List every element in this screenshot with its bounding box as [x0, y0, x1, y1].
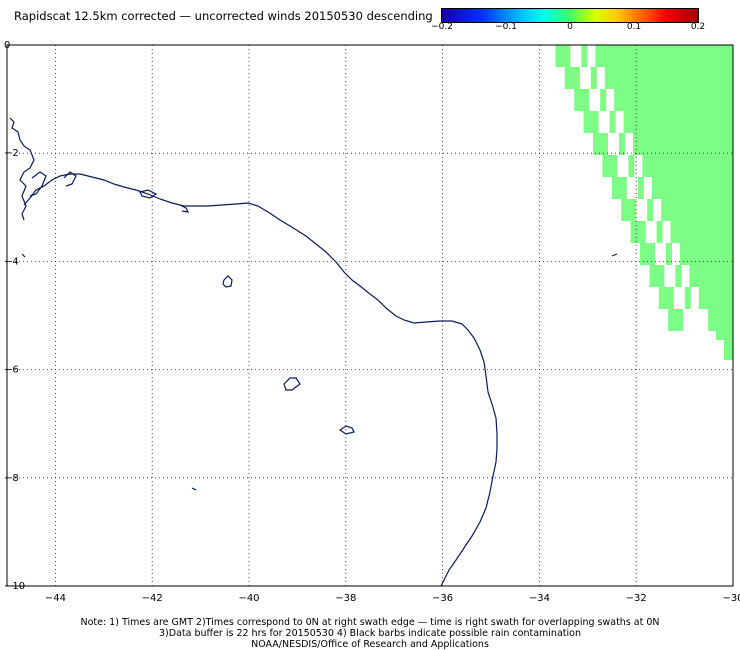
- island-a: [222, 275, 233, 288]
- coastline-north-a: [9, 117, 35, 221]
- colorbar-tick-label: 0.2: [690, 22, 706, 32]
- map-frame: [6, 44, 734, 587]
- colorbar-tick-label: −0.2: [431, 22, 453, 32]
- y-tick-label: −10: [4, 581, 25, 592]
- coastline-main: [23, 173, 498, 587]
- map-title: Rapidscat 12.5km corrected — uncorrected…: [14, 9, 433, 23]
- x-tick-label: −32: [626, 593, 647, 604]
- y-tick-label: −2: [4, 148, 19, 159]
- x-tick-label: −40: [238, 593, 259, 604]
- island-b: [283, 377, 301, 391]
- y-tick-label: −6: [4, 365, 19, 376]
- swath-band-main: [586, 45, 733, 353]
- colorbar-tick-label: 0: [567, 22, 573, 32]
- coastline-north-c: [63, 171, 77, 187]
- x-tick-label: −44: [45, 593, 66, 604]
- footer-note-2: 3)Data buffer is 22 hrs for 20150530 4) …: [159, 628, 581, 639]
- island-f: [611, 253, 618, 257]
- island-e: [21, 253, 26, 258]
- island-g: [179, 204, 190, 213]
- y-tick-label: 0: [4, 40, 10, 51]
- x-tick-label: −34: [529, 593, 550, 604]
- x-tick-label: −30: [722, 593, 740, 604]
- x-tick-label: −38: [335, 593, 356, 604]
- footer-note-3: NOAA/NESDIS/Office of Research and Appli…: [251, 639, 489, 650]
- x-tick-label: −42: [142, 593, 163, 604]
- coastline: [9, 117, 618, 587]
- y-tick-label: −4: [4, 256, 19, 267]
- colorbar-tick-label: −0.1: [495, 22, 517, 32]
- x-axis-labels: −44 −42 −40 −38 −36 −34 −32 −30: [45, 593, 740, 604]
- coastline-north-b: [29, 171, 47, 197]
- coastline-north-d: [139, 189, 158, 199]
- y-axis-labels: 0 −2 −4 −6 −8 −10: [4, 40, 25, 592]
- swath-band-outer: [546, 45, 693, 331]
- island-c: [338, 425, 355, 435]
- colorbar-tick-label: 0.1: [626, 22, 642, 32]
- swath-band-middle: [572, 45, 701, 309]
- colorbar: [441, 8, 699, 23]
- x-tick-label: −36: [432, 593, 453, 604]
- footer-note-1: Note: 1) Times are GMT 2)Times correspon…: [80, 617, 660, 628]
- y-tick-label: −8: [4, 473, 19, 484]
- wind-swath: [546, 45, 733, 360]
- swath-band-lower: [708, 264, 733, 360]
- island-d: [191, 487, 197, 491]
